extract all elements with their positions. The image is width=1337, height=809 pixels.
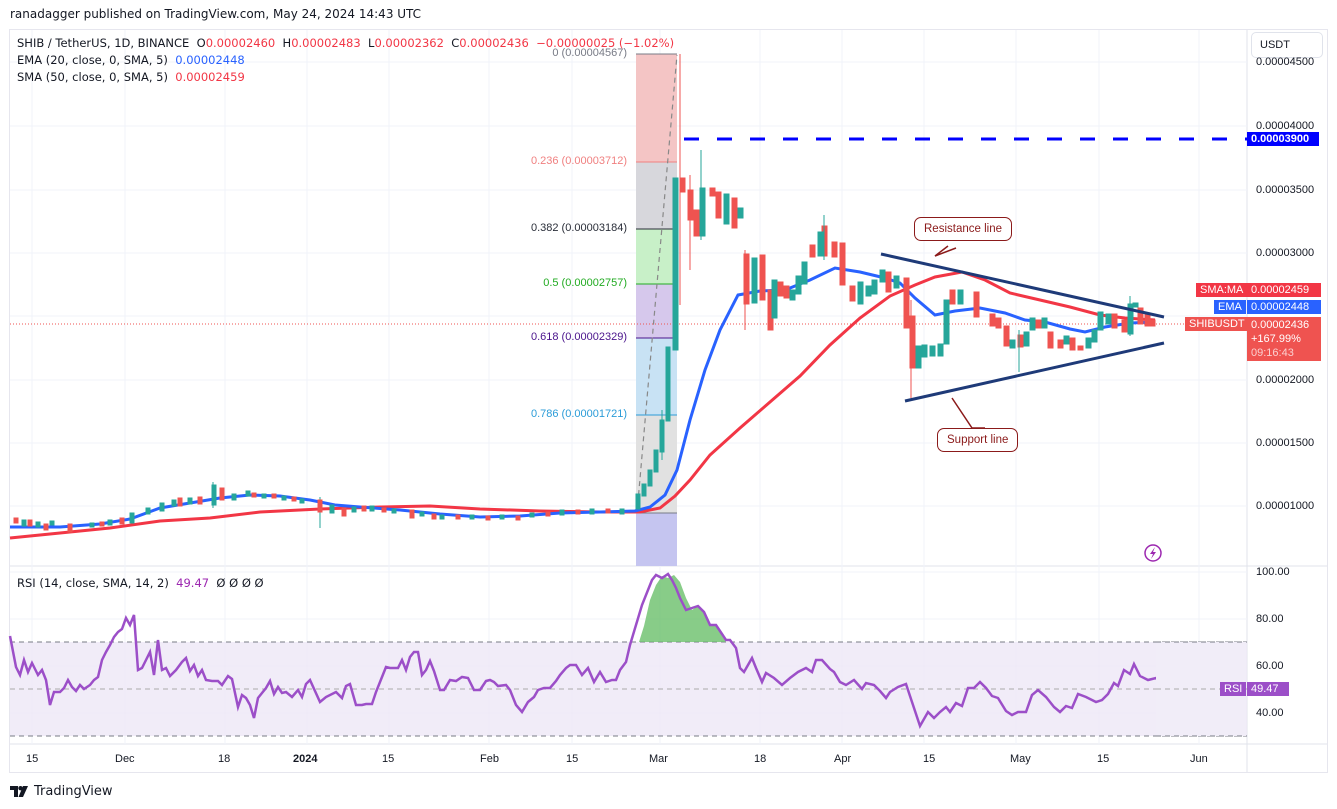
brand-name: TradingView <box>34 784 113 799</box>
fib-label-0: 0 (0.00004567) <box>552 47 627 59</box>
price-tick: 0.00001500 <box>1256 437 1315 449</box>
time-tick: 15 <box>26 753 39 765</box>
open-value: 0.00002460 <box>205 36 276 50</box>
time-tick: Dec <box>115 753 135 765</box>
rsi-tick: 80.00 <box>1256 613 1284 625</box>
candlesticks[interactable] <box>13 54 1156 533</box>
rsi-tag-value: 49.47 <box>1247 682 1289 696</box>
high-label: H <box>282 36 292 50</box>
rsi-null-values: Ø Ø Ø Ø <box>216 576 264 590</box>
time-tick: May <box>1010 753 1031 765</box>
tradingview-logo-icon <box>10 786 28 797</box>
fib-label-05: 0.5 (0.00002757) <box>543 277 627 289</box>
time-tick: Mar <box>649 753 668 765</box>
price-tick: 0.00004500 <box>1256 56 1315 68</box>
level-price-tag: 0.00003900 <box>1247 132 1319 146</box>
sma-50-line[interactable] <box>9 270 1156 540</box>
rsi-pane[interactable] <box>8 572 1247 737</box>
price-tick: 0.00002000 <box>1256 374 1315 386</box>
rsi-tick: 40.00 <box>1256 707 1284 719</box>
sma-label: SMA (50, close, 0, SMA, 5) <box>17 70 168 84</box>
price-tick: 0.00003500 <box>1256 184 1315 196</box>
rsi-label: RSI (14, close, SMA, 14, 2) <box>17 576 169 590</box>
fib-label-0382: 0.382 (0.00003184) <box>530 222 627 234</box>
ema-tag-value: 0.00002448 <box>1247 300 1321 314</box>
time-tick: 18 <box>218 753 231 765</box>
time-tick: Feb <box>480 753 499 765</box>
symbol-legend[interactable]: SHIB / TetherUS, 1D, BINANCE O0.00002460… <box>17 36 674 50</box>
time-tick: Jun <box>1190 753 1208 765</box>
symbol-tag-name: SHIBUSDT <box>1185 317 1249 331</box>
support-callout[interactable]: Support line <box>937 428 1019 452</box>
publisher-line: ranadagger published on TradingView.com,… <box>10 7 422 21</box>
price-tick: 0.00004000 <box>1256 120 1315 132</box>
last-price: 0.00002436 <box>1251 319 1310 331</box>
ema-label: EMA (20, close, 0, SMA, 5) <box>17 53 168 67</box>
rsi-legend[interactable]: RSI (14, close, SMA, 14, 2) 49.47 Ø Ø Ø … <box>17 576 264 590</box>
sma-value: 0.00002459 <box>175 70 245 84</box>
lightning-icon[interactable] <box>1144 544 1162 562</box>
fib-label-0786: 0.786 (0.00001721) <box>530 408 627 420</box>
time-tick: 15 <box>382 753 395 765</box>
ema-tag-name: EMA <box>1214 300 1246 314</box>
change-value: −0.00000025 (−1.02%) <box>536 36 675 50</box>
time-tick: 15 <box>923 753 936 765</box>
rsi-tag-name: RSI <box>1220 682 1247 696</box>
symbol-title: SHIB / TetherUS, 1D, BINANCE <box>17 36 190 50</box>
ema-value: 0.00002448 <box>175 53 245 67</box>
time-tick: 15 <box>1097 753 1110 765</box>
resistance-callout[interactable]: Resistance line <box>914 217 1012 241</box>
rsi-tick: 100.00 <box>1256 566 1290 578</box>
fib-label-0618: 0.618 (0.00002329) <box>530 331 627 343</box>
tradingview-logo[interactable]: TradingView <box>10 784 113 799</box>
low-value: 0.00002362 <box>374 36 444 50</box>
time-tick: Apr <box>834 753 852 765</box>
rsi-value: 49.47 <box>176 576 210 590</box>
last-price-tag: 0.00002436 +167.99% 09:16:43 <box>1247 317 1321 361</box>
fib-label-0236: 0.236 (0.00003712) <box>530 155 627 167</box>
price-tick: 0.00003000 <box>1256 247 1315 259</box>
sma-tag-name: SMA:MA <box>1196 283 1248 297</box>
support-trendline[interactable] <box>904 341 1165 403</box>
chart-frame <box>9 29 1328 773</box>
time-tick-year: 2024 <box>293 753 318 765</box>
ema-20-line[interactable] <box>10 266 1156 529</box>
ema-legend[interactable]: EMA (20, close, 0, SMA, 5) 0.00002448 <box>17 53 245 67</box>
bar-countdown: 09:16:43 <box>1251 347 1294 359</box>
low-label: L <box>368 36 375 50</box>
price-tick: 0.00001000 <box>1256 500 1315 512</box>
close-value: 0.00002436 <box>459 36 529 50</box>
sma-tag-value: 0.00002459 <box>1247 283 1321 297</box>
time-tick: 15 <box>566 753 579 765</box>
high-value: 0.00002483 <box>291 36 361 50</box>
close-label: C <box>451 36 460 50</box>
time-tick: 18 <box>754 753 767 765</box>
rsi-tick: 60.00 <box>1256 660 1284 672</box>
open-label: O <box>196 36 206 50</box>
currency-selector[interactable]: USDT <box>1251 32 1323 58</box>
sma-legend[interactable]: SMA (50, close, 0, SMA, 5) 0.00002459 <box>17 70 245 84</box>
resistance-trendline[interactable] <box>880 252 1165 319</box>
last-change: +167.99% <box>1251 333 1301 345</box>
